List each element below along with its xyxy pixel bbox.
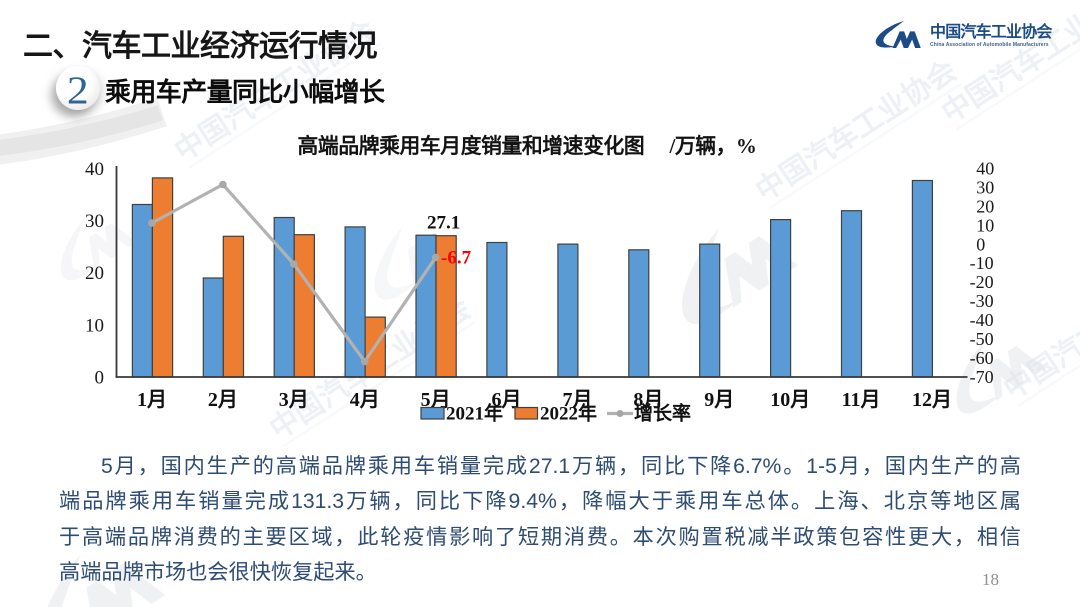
- svg-text:-60: -60: [970, 348, 994, 368]
- svg-text:1月: 1月: [137, 389, 167, 411]
- svg-text:5月: 5月: [421, 389, 451, 411]
- svg-text:-70: -70: [970, 367, 994, 387]
- svg-text:30: 30: [976, 178, 994, 198]
- svg-text:10: 10: [976, 215, 994, 235]
- svg-text:9月: 9月: [704, 389, 734, 411]
- svg-text:4月: 4月: [350, 389, 380, 411]
- svg-text:30: 30: [85, 211, 104, 232]
- svg-text:27.1: 27.1: [427, 213, 460, 234]
- svg-text:2月: 2月: [208, 389, 238, 411]
- svg-text:40: 40: [85, 159, 104, 180]
- svg-text:0: 0: [95, 367, 105, 388]
- svg-text:10月: 10月: [770, 389, 810, 411]
- svg-text:-50: -50: [970, 329, 994, 349]
- svg-text:20: 20: [976, 197, 994, 217]
- svg-text:6月: 6月: [492, 389, 522, 411]
- svg-text:11月: 11月: [842, 389, 881, 411]
- svg-text:-20: -20: [970, 272, 994, 292]
- svg-text:中国汽车工业协会: 中国汽车工业协会: [930, 22, 1052, 41]
- svg-text:12月: 12月: [912, 389, 952, 411]
- svg-text:增长率: 增长率: [634, 402, 691, 425]
- svg-text:3月: 3月: [279, 389, 309, 411]
- svg-text:8月: 8月: [633, 389, 663, 411]
- svg-text:2021年: 2021年: [446, 402, 503, 425]
- svg-text:高端品牌乘用车月度销量和增速变化图 /万辆，%: 高端品牌乘用车月度销量和增速变化图 /万辆，%: [298, 134, 757, 158]
- svg-text:-30: -30: [970, 291, 994, 311]
- svg-text:China Association of Automobil: China Association of Automobile Manufact…: [930, 42, 1049, 48]
- svg-text:-10: -10: [970, 253, 994, 273]
- svg-text:2022年: 2022年: [540, 402, 597, 425]
- svg-text:0: 0: [976, 234, 985, 254]
- svg-text:-6.7: -6.7: [441, 248, 472, 269]
- svg-text:10: 10: [85, 315, 104, 336]
- svg-text:7月: 7月: [563, 389, 593, 411]
- svg-text:-40: -40: [970, 310, 994, 330]
- svg-text:40: 40: [976, 159, 994, 179]
- svg-text:20: 20: [85, 263, 104, 284]
